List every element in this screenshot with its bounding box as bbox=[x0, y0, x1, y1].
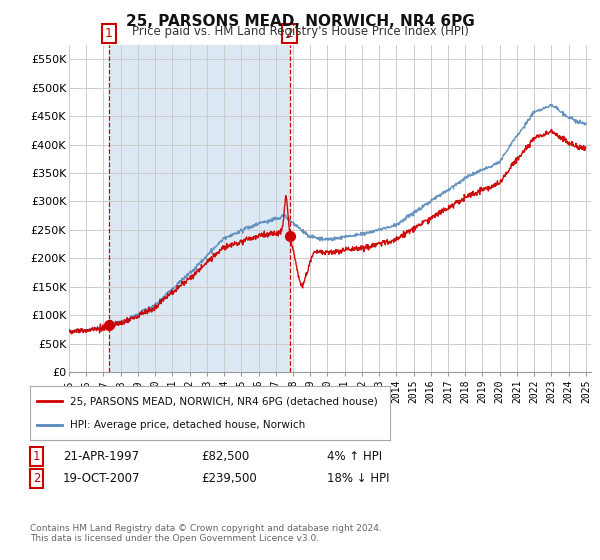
Text: HPI: Average price, detached house, Norwich: HPI: Average price, detached house, Norw… bbox=[70, 419, 305, 430]
Text: 25, PARSONS MEAD, NORWICH, NR4 6PG: 25, PARSONS MEAD, NORWICH, NR4 6PG bbox=[125, 14, 475, 29]
Text: 4% ↑ HPI: 4% ↑ HPI bbox=[327, 450, 382, 463]
Text: £239,500: £239,500 bbox=[201, 472, 257, 486]
Text: Contains HM Land Registry data © Crown copyright and database right 2024.
This d: Contains HM Land Registry data © Crown c… bbox=[30, 524, 382, 543]
Text: 2: 2 bbox=[33, 472, 41, 486]
Text: 19-OCT-2007: 19-OCT-2007 bbox=[63, 472, 140, 486]
Bar bbox=[109, 45, 290, 372]
Text: 25, PARSONS MEAD, NORWICH, NR4 6PG (detached house): 25, PARSONS MEAD, NORWICH, NR4 6PG (deta… bbox=[70, 396, 377, 407]
Text: Price paid vs. HM Land Registry's House Price Index (HPI): Price paid vs. HM Land Registry's House … bbox=[131, 25, 469, 38]
Text: 18% ↓ HPI: 18% ↓ HPI bbox=[327, 472, 389, 486]
Text: 1: 1 bbox=[33, 450, 41, 463]
Text: 1: 1 bbox=[105, 27, 113, 40]
Text: £82,500: £82,500 bbox=[201, 450, 249, 463]
Text: 2: 2 bbox=[286, 27, 293, 40]
Text: 21-APR-1997: 21-APR-1997 bbox=[63, 450, 139, 463]
